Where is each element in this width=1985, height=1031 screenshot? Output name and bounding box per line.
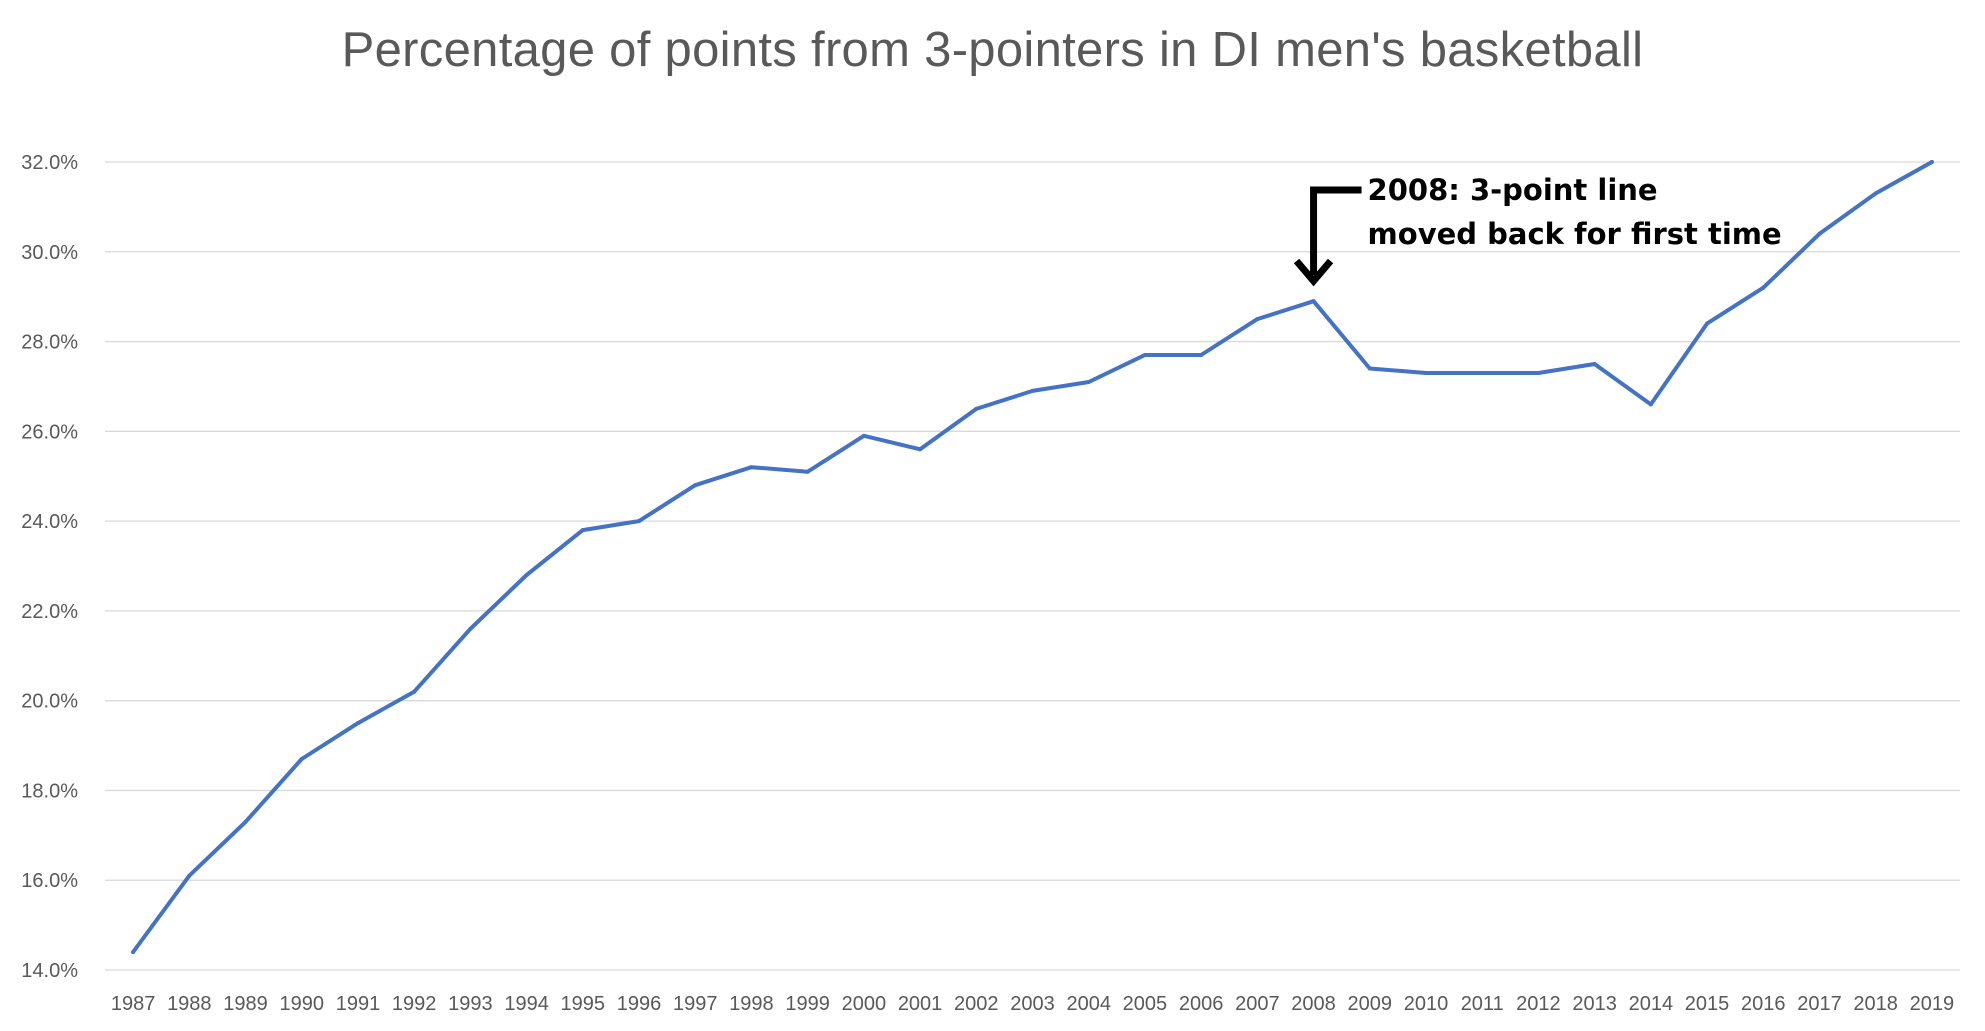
x-tick-label: 1995 [561,993,606,1015]
x-tick-label: 2014 [1629,993,1674,1015]
y-tick-label: 18.0% [21,780,78,802]
data-point [1761,285,1766,290]
x-tick-label: 2007 [1235,993,1280,1015]
data-point [1030,388,1035,393]
x-tick-label: 1992 [392,993,437,1015]
data-point [131,950,136,955]
x-tick-label: 2000 [842,993,887,1015]
data-point [1929,160,1934,164]
data-point [918,447,923,452]
x-tick-label: 2008 [1291,993,1336,1015]
data-point [1423,370,1428,375]
data-point [468,626,473,631]
y-tick-label: 16.0% [21,870,78,892]
data-point [1199,353,1204,358]
x-tick-label: 2013 [1572,993,1617,1015]
data-point [187,873,192,878]
x-tick-label: 2009 [1348,993,1393,1015]
x-tick-label: 2018 [1853,993,1898,1015]
chart-title: Percentage of points from 3-pointers in … [341,23,1644,77]
data-point [243,819,248,824]
x-tick-label: 2004 [1066,993,1111,1015]
x-tick-label: 2017 [1797,993,1842,1015]
data-point [299,757,304,762]
data-point [1311,299,1316,304]
y-tick-label: 30.0% [21,242,78,264]
gridlines [105,161,1960,971]
data-point [1367,366,1372,371]
x-tick-label: 1988 [167,993,212,1015]
series-line [131,160,1934,954]
x-tick-label: 1994 [504,993,549,1015]
annotation: 2008: 3-point line moved back for first t… [1293,173,1782,287]
data-point [1536,370,1541,375]
data-point [412,689,417,694]
annotation-arrow-shaft [1310,186,1362,275]
x-tick-label: 2019 [1910,993,1955,1015]
data-point [749,465,754,470]
x-tick-label: 2016 [1741,993,1786,1015]
data-point [861,433,866,438]
y-tick-label: 32.0% [21,152,78,174]
y-axis-tick-labels: 14.0% 16.0% 18.0% 20.0% 22.0% 24.0% 26.0% 28.0%… [21,152,78,982]
x-tick-label: 2011 [1461,993,1504,1015]
data-point [1086,379,1091,384]
data-point [1592,362,1597,366]
y-tick-label: 20.0% [21,691,78,713]
annotation-text-line-2: moved back for first time [1368,217,1782,251]
data-point [805,469,810,474]
data-point [580,528,585,533]
data-point [1817,231,1822,236]
data-point [637,519,642,524]
data-point [974,406,979,411]
data-point [1705,321,1710,326]
x-tick-label: 1987 [111,993,156,1015]
x-tick-label: 1998 [729,993,774,1015]
x-tick-label: 2005 [1123,993,1168,1015]
y-tick-label: 14.0% [21,960,78,982]
x-tick-label: 2015 [1685,993,1730,1015]
x-tick-label: 2002 [954,993,999,1015]
data-point [1873,191,1878,196]
x-tick-label: 2006 [1179,993,1224,1015]
y-tick-label: 22.0% [21,601,78,623]
x-tick-label: 1989 [223,993,268,1015]
data-point [524,572,529,577]
x-tick-label: 2003 [1010,993,1055,1015]
x-axis-tick-labels: 1987 1988 1989 1990 1991 1992 1993 1994 1995 1996… [111,993,1954,1015]
data-series [131,160,1934,955]
x-tick-label: 2012 [1516,993,1561,1015]
x-tick-label: 1993 [448,993,493,1015]
data-point [1255,317,1260,322]
y-tick-label: 24.0% [21,511,78,533]
annotation-text-line-1: 2008: 3-point line [1368,173,1658,207]
data-point [693,483,698,488]
data-point [1480,370,1485,375]
x-tick-label: 2001 [898,993,943,1015]
data-point [1142,353,1147,358]
x-tick-label: 2010 [1404,993,1449,1015]
y-tick-label: 26.0% [21,421,78,443]
x-tick-label: 1990 [279,993,324,1015]
x-tick-label: 1996 [617,993,662,1015]
x-tick-label: 1997 [673,993,718,1015]
annotation-arrow-head [1293,258,1334,287]
data-point [355,721,360,726]
x-tick-label: 1991 [336,993,381,1015]
data-point [1648,402,1653,407]
x-tick-label: 1999 [785,993,830,1015]
y-tick-label: 28.0% [21,332,78,354]
